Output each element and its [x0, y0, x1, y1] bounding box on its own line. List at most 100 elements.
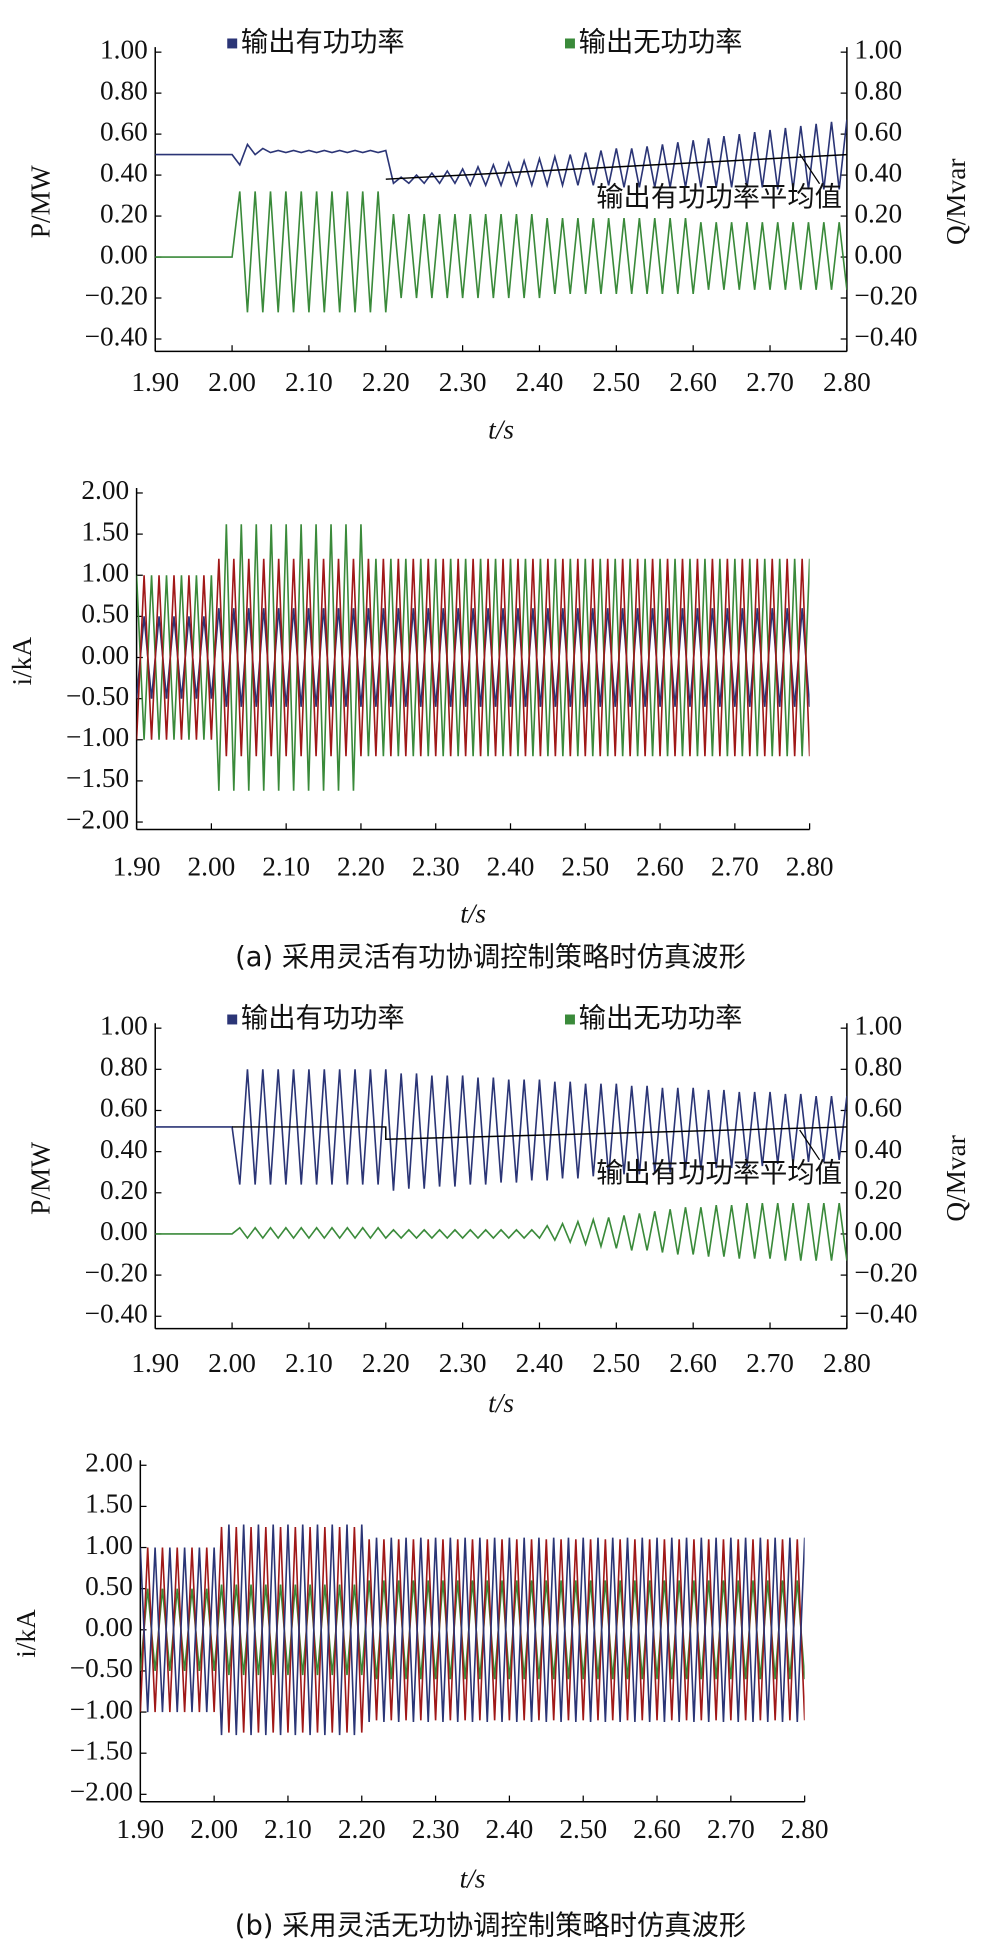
legend-text: 输出有功功率 [241, 27, 405, 58]
y2-axis-label: Q/Mvar [941, 159, 971, 245]
y-tick-label: −1.00 [66, 722, 129, 752]
y2-tick-label: 0.20 [854, 198, 902, 228]
x-tick-label: 2.50 [592, 367, 640, 397]
y-tick-label: −0.40 [85, 321, 148, 351]
x-axis-label: t/s [460, 1864, 486, 1894]
y-tick-label: −0.50 [70, 1653, 133, 1683]
x-tick-label: 2.70 [746, 367, 794, 397]
annotation-leader [799, 1129, 821, 1161]
series-line [136, 524, 810, 791]
legend-swatch [227, 1014, 238, 1025]
y-tick-label: −0.20 [85, 280, 148, 310]
series-line [155, 1202, 847, 1261]
legend-text: 输出有功功率 [241, 1003, 405, 1034]
x-tick-label: 2.10 [285, 1348, 333, 1378]
y2-tick-label: 0.00 [854, 239, 902, 269]
x-tick-label: 2.60 [669, 1348, 717, 1378]
y2-tick-label: 0.80 [854, 75, 902, 105]
series-line [155, 119, 847, 190]
x-tick-label: 2.70 [707, 1814, 755, 1844]
y-tick-label: −0.20 [85, 1257, 148, 1287]
x-tick-label: 1.90 [113, 851, 161, 881]
y-tick-label: 0.60 [100, 1093, 148, 1123]
x-tick-label: 2.40 [516, 1348, 564, 1378]
legend-swatch [227, 38, 238, 49]
y2-tick-label: 0.60 [854, 116, 902, 146]
x-tick-label: 2.30 [412, 851, 460, 881]
x-tick-label: 1.90 [131, 1348, 179, 1378]
y-axis-label: P/MW [26, 1142, 56, 1215]
y-tick-label: 1.00 [85, 1530, 133, 1560]
y2-tick-label: 0.20 [854, 1175, 902, 1205]
y-tick-label: 0.40 [100, 1134, 148, 1164]
y-tick-label: −1.00 [70, 1694, 133, 1724]
y-tick-label: 1.00 [81, 558, 129, 588]
y2-tick-label: 0.80 [854, 1052, 902, 1082]
x-tick-label: 2.00 [190, 1814, 238, 1844]
series-line [155, 1069, 847, 1191]
y-tick-label: 0.00 [100, 239, 148, 269]
y2-tick-label: 1.00 [854, 34, 902, 64]
annotation: 输出有功功率平均值 [596, 182, 842, 213]
y-tick-label: 2.00 [81, 475, 129, 505]
x-tick-label: 2.10 [285, 367, 333, 397]
x-tick-label: 2.40 [486, 1814, 534, 1844]
annotation-leader [799, 153, 821, 185]
y-tick-label: 0.20 [100, 198, 148, 228]
x-tick-label: 2.40 [487, 851, 535, 881]
y-tick-label: −1.50 [70, 1735, 133, 1765]
x-tick-label: 2.30 [439, 367, 487, 397]
x-tick-label: 2.00 [208, 367, 256, 397]
x-tick-label: 1.90 [131, 367, 179, 397]
y-tick-label: 0.40 [100, 157, 148, 187]
x-tick-label: 2.70 [711, 851, 759, 881]
x-tick-label: 2.10 [262, 851, 310, 881]
y-axis-label: i/kA [7, 637, 37, 686]
y-tick-label: 0.00 [85, 1612, 133, 1642]
x-tick-label: 2.30 [439, 1348, 487, 1378]
y-tick-label: 2.00 [85, 1448, 133, 1478]
y-axis-label: P/MW [26, 165, 56, 238]
y-tick-label: 0.20 [100, 1175, 148, 1205]
x-axis-label: t/s [460, 899, 486, 929]
x-tick-label: 2.50 [559, 1814, 607, 1844]
y-tick-label: 0.50 [81, 599, 129, 629]
y-tick-label: 0.60 [100, 116, 148, 146]
x-axis-label: t/s [488, 414, 514, 444]
y-tick-label: −2.00 [66, 804, 129, 834]
caption: (b) 采用灵活无功协调控制策略时仿真波形 [235, 1911, 746, 1942]
y-tick-label: −0.40 [85, 1299, 148, 1329]
y-tick-label: 0.00 [81, 640, 129, 670]
x-tick-label: 2.20 [362, 1348, 410, 1378]
x-tick-label: 2.20 [362, 367, 410, 397]
x-tick-label: 2.60 [636, 851, 684, 881]
x-tick-label: 2.50 [592, 1348, 640, 1378]
series-line [155, 191, 847, 313]
series-line [136, 558, 810, 757]
x-tick-label: 2.10 [264, 1814, 312, 1844]
series-line [140, 1526, 805, 1733]
caption: (a) 采用灵活有功协调控制策略时仿真波形 [235, 942, 746, 973]
y-tick-label: −1.50 [66, 763, 129, 793]
x-tick-label: 2.80 [786, 851, 834, 881]
y-tick-label: 0.00 [100, 1216, 148, 1246]
y2-tick-label: −0.20 [854, 280, 917, 310]
x-tick-label: 2.70 [746, 1348, 794, 1378]
y-tick-label: −2.00 [70, 1777, 133, 1807]
x-tick-label: 2.60 [633, 1814, 681, 1844]
series-line [140, 1524, 805, 1736]
x-tick-label: 2.20 [337, 851, 385, 881]
x-tick-label: 1.90 [116, 1814, 164, 1844]
x-tick-label: 2.30 [412, 1814, 460, 1844]
x-axis-label: t/s [488, 1388, 514, 1418]
x-tick-label: 2.00 [187, 851, 235, 881]
y2-tick-label: 1.00 [854, 1010, 902, 1040]
x-tick-label: 2.80 [781, 1814, 829, 1844]
x-tick-label: 2.60 [669, 367, 717, 397]
y2-tick-label: −0.40 [854, 321, 917, 351]
x-tick-label: 2.80 [823, 367, 871, 397]
series-line [140, 1580, 805, 1680]
y-tick-label: 1.50 [85, 1489, 133, 1519]
